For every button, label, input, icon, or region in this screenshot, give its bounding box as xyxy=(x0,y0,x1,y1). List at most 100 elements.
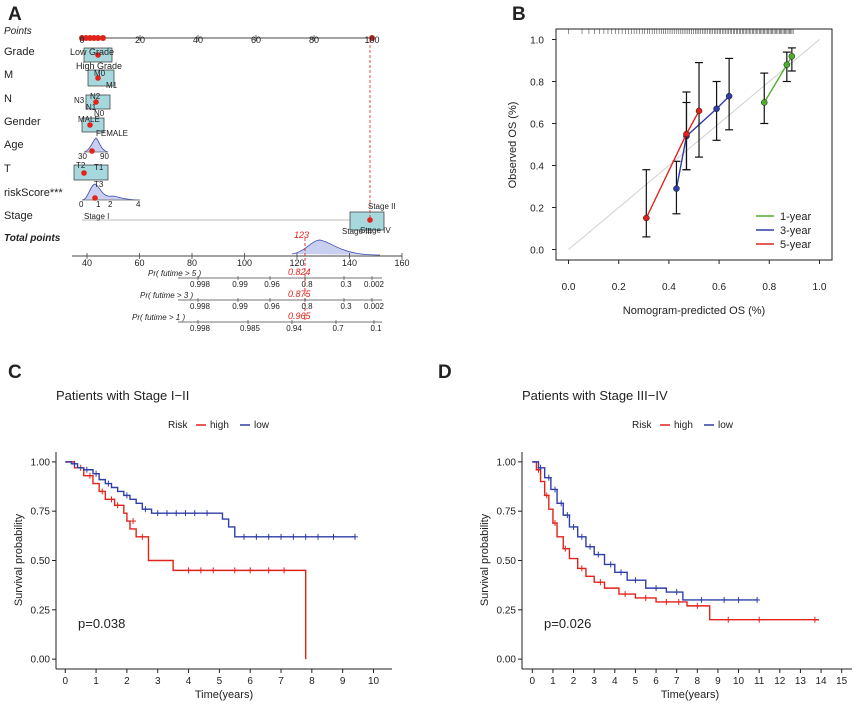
prob-tick-label: 0.1 xyxy=(370,324,382,333)
km-x-tick-label: 4 xyxy=(186,676,192,687)
km1-legend-high: high xyxy=(210,420,229,431)
calib-x-tick-label: 0.4 xyxy=(662,282,676,293)
n-level-n3: N3 xyxy=(74,96,85,105)
riskscore-tick-4: 4 xyxy=(136,200,141,209)
prob-tick-label: 0.002 xyxy=(364,302,385,311)
calibration-xlabel: Nomogram-predicted OS (%) xyxy=(623,305,765,317)
km-x-tick-label: 1 xyxy=(550,676,556,687)
prob-row-label: Pr( futime > 1 ) xyxy=(132,313,185,322)
row-label-riskscore: riskScore*** xyxy=(4,187,63,199)
calib-y-tick-label: 0.2 xyxy=(530,204,544,215)
km-x-tick-label: 9 xyxy=(340,676,346,687)
km1-legend-low: low xyxy=(254,420,270,431)
prob-row-value: 0.965 xyxy=(288,311,312,321)
km-curve-low xyxy=(532,461,758,601)
calibration-plot: 0.0 0.2 0.4 0.6 0.8 1.0 0.0 0.2 0.4 0.6 0.8 1.0 1-ye… xyxy=(530,29,827,293)
km1-xlabel: Time(years) xyxy=(195,689,253,701)
km-y-tick-label: 1.00 xyxy=(31,457,51,468)
km2-legend-low: low xyxy=(718,420,734,431)
km2-ylabel: Survival probability xyxy=(479,513,491,606)
calib-legend-label: 5-year xyxy=(780,239,812,251)
total-tick-label: 40 xyxy=(82,258,92,268)
t-level-t3: T3 xyxy=(94,180,104,189)
km-x-tick-label: 0 xyxy=(530,676,536,687)
m-level-m0: M0 xyxy=(94,69,106,78)
km-curve-high xyxy=(532,461,819,621)
age-density xyxy=(83,137,109,153)
prob-tick-label: 0.998 xyxy=(190,280,211,289)
panel-c-label: C xyxy=(8,362,22,383)
calib-point xyxy=(783,61,791,68)
prob-tick-label: 0.998 xyxy=(190,324,211,333)
km1-legend-title: Risk xyxy=(168,420,188,431)
prob-row-label: Pr( futime > 3 ) xyxy=(140,291,193,300)
total-tick-label: 160 xyxy=(394,258,409,268)
km1-pvalue: p=0.038 xyxy=(78,616,125,631)
row-label-stage: Stage xyxy=(4,210,33,222)
km-x-tick-label: 12 xyxy=(774,676,786,687)
grade-level-low: Low Grade xyxy=(70,47,114,57)
prob-tick-label: 0.998 xyxy=(190,302,211,311)
km-y-tick-label: 0.75 xyxy=(31,507,51,518)
n-level-n0: N0 xyxy=(94,109,105,118)
km-x-tick-label: 15 xyxy=(836,676,848,687)
km-x-tick-label: 10 xyxy=(733,676,745,687)
calib-legend-label: 1-year xyxy=(780,211,812,223)
calib-point xyxy=(761,99,768,106)
prob-row-value: 0.875 xyxy=(288,289,312,299)
riskscore-tick-0: 0 xyxy=(79,200,84,209)
t-box xyxy=(73,164,109,181)
stage-box xyxy=(349,211,385,231)
km-x-tick-label: 8 xyxy=(309,676,315,687)
gender-level-male: MALE xyxy=(78,115,100,124)
calib-point xyxy=(673,185,680,192)
gender-box xyxy=(81,117,105,133)
calib-x-tick-label: 0.8 xyxy=(762,282,776,293)
km-x-tick-label: 13 xyxy=(795,676,807,687)
stage-level-1: Stage I xyxy=(84,212,109,221)
km-x-tick-label: 7 xyxy=(278,676,284,687)
row-label-t: T xyxy=(4,163,11,175)
prob-tick-label: 0.3 xyxy=(340,302,352,311)
calibration-plot-area xyxy=(555,28,833,261)
calib-point xyxy=(788,53,796,60)
km-x-tick-label: 10 xyxy=(368,676,380,687)
km-y-tick-label: 0.75 xyxy=(497,507,517,518)
points-tick-label: 80 xyxy=(309,35,319,45)
panel-d-label: D xyxy=(438,362,452,383)
points-tick-label: 100 xyxy=(364,35,379,45)
calib-x-tick-label: 1.0 xyxy=(813,282,827,293)
m-box xyxy=(87,69,115,87)
total-tick-label: 120 xyxy=(289,258,304,268)
total-density xyxy=(291,239,381,256)
total-tick-label: 60 xyxy=(134,258,144,268)
calib-y-tick-label: 0.8 xyxy=(530,78,544,89)
km-x-tick-label: 3 xyxy=(155,676,161,687)
calibration-ideal-diagonal xyxy=(568,39,820,250)
km1-ylabel: Survival probability xyxy=(13,513,25,606)
panel-b-label: B xyxy=(512,4,526,25)
km-y-tick-label: 0.50 xyxy=(31,556,51,567)
km-x-tick-label: 9 xyxy=(715,676,721,687)
riskscore-density xyxy=(81,183,141,201)
km2-pvalue: p=0.026 xyxy=(544,616,591,631)
km-y-tick-label: 1.00 xyxy=(497,457,517,468)
points-tick-label: 40 xyxy=(193,35,203,45)
km-x-tick-label: 7 xyxy=(674,676,680,687)
total-tick-label: 100 xyxy=(237,258,252,268)
calib-series-line-3-year xyxy=(675,95,730,189)
row-label-n: N xyxy=(4,93,12,105)
row-label-total-points: Total points xyxy=(4,233,61,244)
prob-tick-label: 0.985 xyxy=(240,324,261,333)
prob-tick-label: 0.8 xyxy=(301,280,313,289)
km-x-tick-label: 14 xyxy=(816,676,828,687)
prob-tick-label: 0.7 xyxy=(332,324,344,333)
prob-row-label: Pr( futime > 5 ) xyxy=(148,269,201,278)
points-tick-label: 60 xyxy=(251,35,261,45)
calib-legend-label: 3-year xyxy=(780,225,812,237)
km-curve-high xyxy=(65,461,307,660)
points-tick-label: 0 xyxy=(79,35,84,45)
calib-y-tick-label: 0.0 xyxy=(530,246,544,257)
